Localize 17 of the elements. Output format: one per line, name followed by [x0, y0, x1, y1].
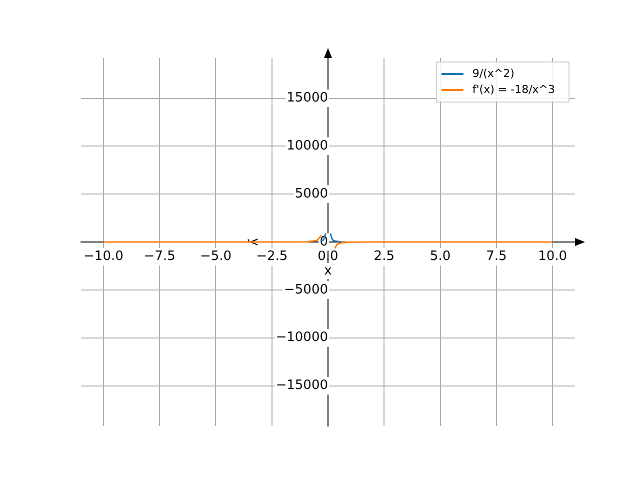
x-tick-label: 5.0 [430, 249, 451, 264]
legend-label: 9/(x^2) [472, 66, 514, 80]
y-tick-label: 15000 [286, 90, 328, 106]
y-tick-label: −5000 [284, 282, 328, 298]
x-tick-label: 2.5 [374, 249, 394, 264]
y-tick-label: 10000 [286, 138, 328, 154]
y-tick-label: −15000 [276, 378, 328, 394]
x-tick-label: −2.5 [256, 249, 288, 264]
y-tick-label: 5000 [294, 186, 328, 202]
x-tick-label: −10.0 [84, 249, 124, 264]
legend-label: f'(x) = -18/x^3 [472, 82, 556, 96]
x-tick-label: −7.5 [144, 249, 176, 264]
x-tick-label: 10.0 [538, 249, 568, 264]
x-tick-label: −5.0 [200, 249, 232, 264]
y-tick-label: −10000 [276, 330, 328, 346]
x-axis-title: x [324, 263, 332, 278]
x-tick-label: 7.5 [486, 249, 507, 264]
